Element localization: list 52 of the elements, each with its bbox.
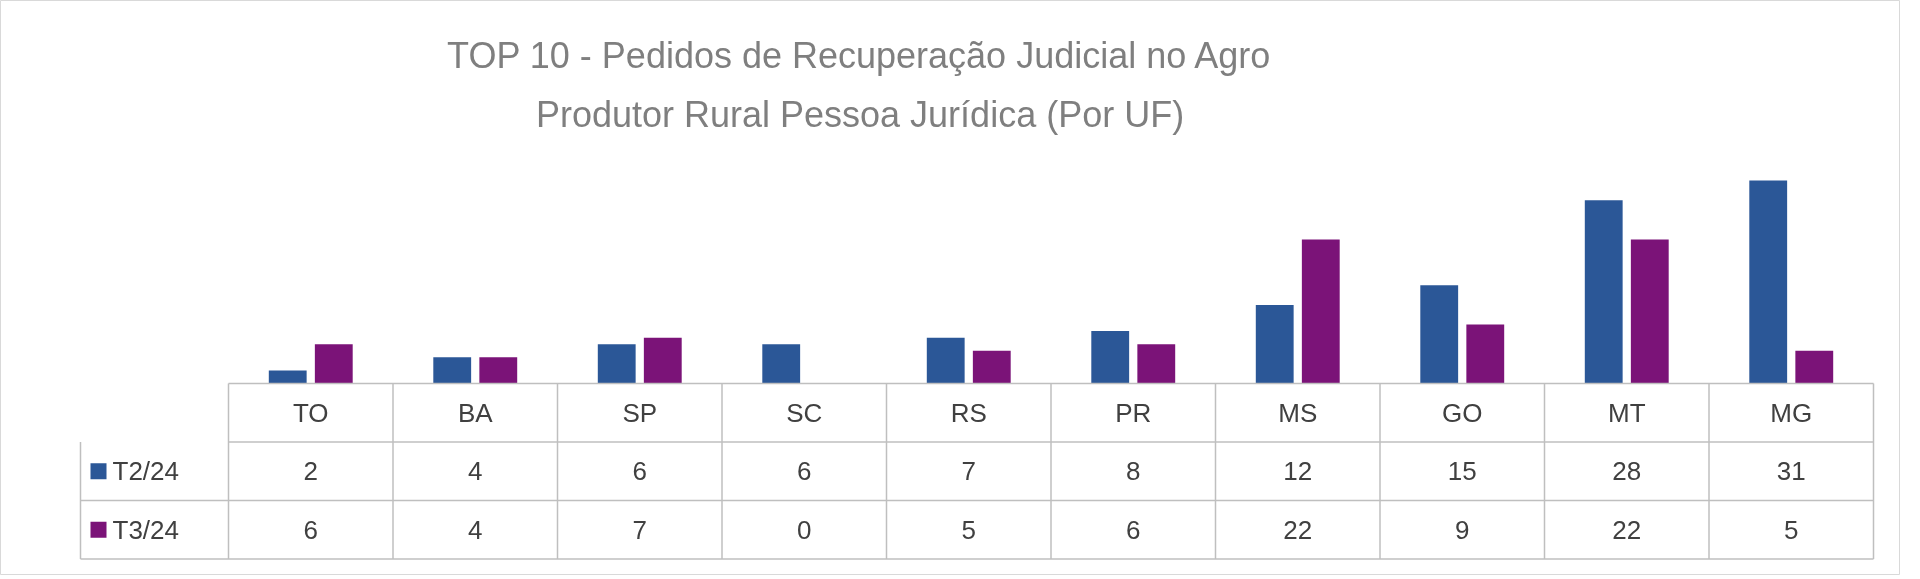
bar: [433, 357, 472, 384]
legend-label: T2/24: [112, 456, 179, 487]
bar: [1420, 285, 1459, 384]
data-label: 28: [1612, 456, 1642, 487]
x-tick-label: PR: [1115, 397, 1152, 428]
data-label: 6: [632, 456, 647, 487]
x-tick-label: MT: [1607, 397, 1646, 428]
data-label: 7: [632, 514, 647, 545]
bar: [597, 344, 636, 384]
data-label: 6: [1126, 514, 1141, 545]
data-label: 7: [961, 456, 976, 487]
bar: [314, 344, 353, 384]
x-tick-label: SC: [786, 397, 823, 428]
data-label: 2: [303, 456, 318, 487]
x-tick-label: MG: [1770, 397, 1813, 428]
bar: [1795, 350, 1834, 384]
x-tick-label: RS: [950, 397, 987, 428]
data-label: 0: [797, 514, 812, 545]
bar: [1749, 180, 1788, 384]
chart-title: TOP 10 - Pedidos de Recuperação Judicial no Agro Produtor Rural Pessoa Jurídica (Por UF): [447, 35, 1271, 135]
bar: [1091, 331, 1130, 384]
bar: [1630, 239, 1669, 384]
data-label: 6: [797, 456, 812, 487]
bar: [1301, 239, 1340, 384]
x-tick-label: SP: [622, 397, 658, 428]
bar: [1255, 304, 1294, 384]
data-label: 4: [468, 456, 483, 487]
data-label: 22: [1283, 514, 1313, 545]
x-tick-label: BA: [457, 397, 494, 428]
bar: [762, 344, 801, 384]
x-tick-label: TO: [292, 397, 329, 428]
bar: [1466, 324, 1505, 384]
x-tick-label: MS: [1278, 397, 1318, 428]
x-tick-label: GO: [1442, 397, 1483, 428]
bar: [479, 357, 518, 384]
bar: [268, 370, 307, 384]
data-label: 5: [961, 514, 976, 545]
data-label: 8: [1126, 456, 1141, 487]
bar: [643, 337, 682, 384]
data-label: 6: [303, 514, 318, 545]
data-label: 5: [1784, 514, 1799, 545]
data-label: 31: [1776, 456, 1806, 487]
data-label: 4: [468, 514, 483, 545]
bar: [1137, 344, 1176, 384]
data-label: 12: [1283, 456, 1313, 487]
data-label: 22: [1612, 514, 1642, 545]
legend-label: T3/24: [112, 514, 179, 545]
data-label: 9: [1455, 514, 1470, 545]
bar: [972, 350, 1011, 384]
data-label: 15: [1447, 456, 1477, 487]
bar: [1584, 200, 1623, 384]
bar: [926, 337, 965, 384]
